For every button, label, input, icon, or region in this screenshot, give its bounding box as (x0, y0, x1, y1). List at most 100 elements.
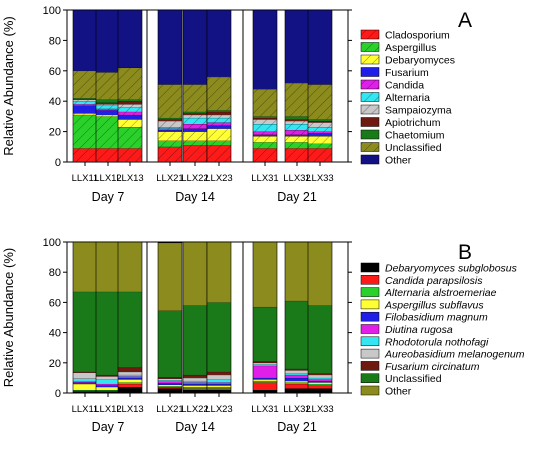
bar-segment (207, 242, 231, 303)
bar-segment (308, 374, 332, 378)
bar-segment (183, 305, 207, 375)
bar-segment (96, 374, 120, 377)
bar-segment-hatch (207, 145, 231, 162)
bar-segment-hatch (118, 148, 142, 162)
bar-segment-hatch (183, 84, 207, 112)
bar-segment (308, 10, 332, 85)
bar-segment (308, 385, 332, 389)
legend-label: Rhodotorula nothofagi (385, 336, 489, 348)
bar-segment (207, 379, 231, 383)
x-tick-label: LLX22 (181, 173, 208, 184)
bar-segment (285, 388, 309, 393)
bar-segment (158, 377, 182, 379)
bar-segment (96, 376, 120, 380)
bar-segment (118, 386, 142, 393)
bar-segment (183, 374, 207, 378)
group-label: Day 14 (175, 420, 215, 434)
bar-segment (96, 389, 120, 391)
y-axis-label: Relative Abundance (%) (1, 248, 16, 387)
legend-swatch (360, 117, 380, 127)
bar-segment (253, 306, 277, 362)
bar-segment (285, 10, 309, 83)
bar-segment (253, 379, 277, 381)
bar-segment-hatch (253, 142, 277, 149)
panel-letter: A (458, 9, 472, 32)
bar-segment (73, 378, 97, 382)
legend-swatch (360, 324, 380, 334)
bar-segment-hatch (308, 136, 332, 144)
bar-segment (183, 382, 207, 384)
bar-segment-hatch (96, 104, 120, 106)
bar-segment (308, 379, 332, 381)
bar-segment (158, 130, 182, 132)
bar-segment (285, 374, 309, 378)
bar-segment-hatch (73, 113, 97, 115)
legend-swatch-hatch (361, 92, 379, 102)
legend-label: Filobasidium magnum (385, 312, 488, 324)
bar-segment (96, 385, 120, 387)
bar-segment (96, 102, 120, 105)
bar-segment-hatch (183, 145, 207, 162)
bar-segment (158, 378, 182, 381)
legend-label: Candida (385, 80, 424, 92)
bar-segment-hatch (73, 99, 97, 102)
bar-segment (207, 374, 231, 380)
x-tick-label: LLX23 (205, 173, 232, 184)
bar-segment (183, 380, 207, 383)
bar-segment-hatch (118, 104, 142, 108)
legend-label: Alternaria (385, 92, 430, 104)
bar-segment (253, 382, 277, 390)
bar-segment (207, 10, 231, 77)
bar-segment-hatch (207, 140, 231, 146)
bar-segment (183, 383, 207, 386)
bar-segment-hatch (73, 101, 97, 105)
bar-segment (253, 364, 277, 366)
bar-segment (158, 386, 182, 389)
bar-segment (253, 242, 277, 307)
bar-segment-hatch (183, 114, 207, 118)
bar-segment (183, 128, 207, 132)
bar-segment (308, 242, 332, 306)
bar-segment (308, 120, 332, 123)
bar-segment (118, 383, 142, 387)
bar-segment (73, 105, 97, 114)
legend-swatch (360, 154, 380, 165)
bar-segment (285, 368, 309, 371)
bar-segment (285, 370, 309, 374)
bar-segment (183, 242, 207, 306)
bar-segment-hatch (285, 142, 309, 149)
bar-segment (158, 388, 182, 393)
x-tick-label: LLX32 (283, 173, 310, 184)
bar-segment-hatch (158, 140, 182, 147)
bar-segment (207, 383, 231, 386)
legend-swatch (360, 275, 380, 285)
bar-segment (96, 386, 120, 390)
bar-segment (207, 385, 231, 387)
legend-swatch-hatch (361, 80, 379, 89)
bar-segment (118, 10, 142, 68)
bar-segment-hatch (285, 148, 309, 162)
bar-segment (183, 389, 207, 393)
legend-label: Alternaria alstroemeriae (384, 287, 497, 299)
bar-segment-hatch (158, 128, 182, 131)
bar-segment (73, 372, 97, 379)
bar-segment (96, 379, 120, 384)
bar-segment-hatch (308, 84, 332, 120)
y-tick-label: 40 (49, 96, 61, 108)
legend-label: Diutina rugosa (385, 324, 453, 336)
bar-segment (308, 133, 332, 137)
bar-segment (118, 374, 142, 377)
y-tick-label: 20 (49, 127, 61, 139)
bar-segment (73, 10, 97, 71)
bar-segment (96, 10, 120, 73)
bar-segment (285, 300, 309, 369)
bar-segment-hatch (73, 70, 97, 99)
bar-segment (73, 383, 97, 390)
bar-segment (253, 117, 277, 120)
bar-segment (158, 380, 182, 382)
bar-segment-hatch (118, 111, 142, 115)
x-tick-label: LLX11 (72, 404, 99, 415)
bar-segment (158, 384, 182, 387)
panel-letter: B (458, 241, 472, 264)
bar-segment-hatch (118, 119, 142, 128)
